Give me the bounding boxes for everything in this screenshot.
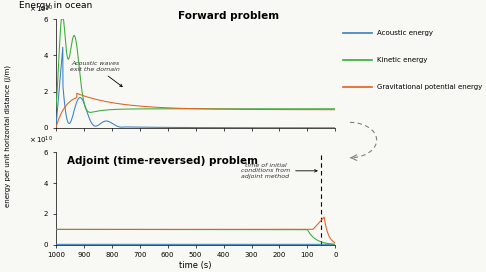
Text: Kinetic energy: Kinetic energy: [377, 57, 427, 63]
Text: Acoustic waves
exit the domain: Acoustic waves exit the domain: [70, 61, 122, 86]
Text: Energy in ocean: Energy in ocean: [19, 1, 93, 10]
Text: Gravitational potential energy: Gravitational potential energy: [377, 84, 482, 90]
Text: Acoustic energy: Acoustic energy: [377, 30, 433, 36]
X-axis label: time (s): time (s): [179, 261, 212, 270]
Text: time of initial
conditions from
adjoint method: time of initial conditions from adjoint …: [241, 162, 317, 179]
Text: Adjoint (time-reversed) problem: Adjoint (time-reversed) problem: [67, 156, 258, 166]
Text: $\times\,10^{10}$: $\times\,10^{10}$: [29, 3, 53, 15]
Text: energy per unit horizontal distance (J/m): energy per unit horizontal distance (J/m…: [4, 65, 11, 207]
Text: Forward problem: Forward problem: [178, 11, 279, 21]
Text: $\times\,10^{10}$: $\times\,10^{10}$: [29, 135, 53, 146]
